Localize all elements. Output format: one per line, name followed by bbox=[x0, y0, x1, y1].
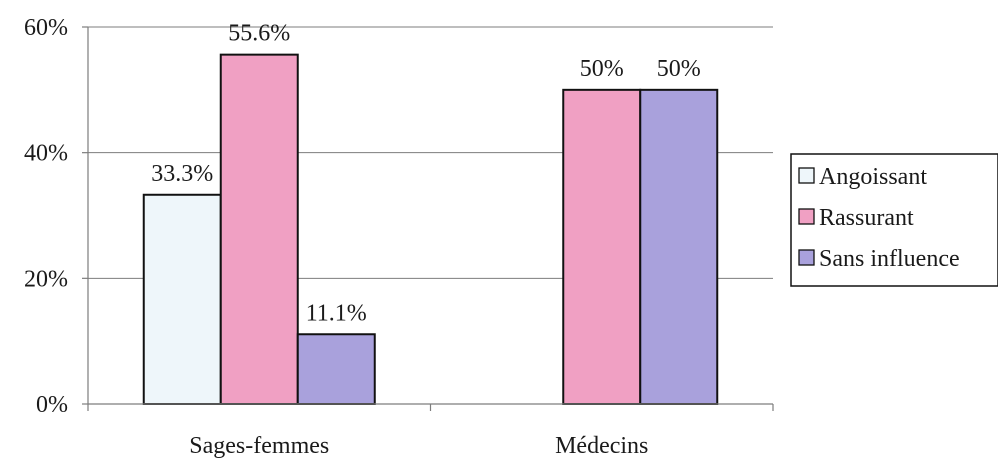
bar bbox=[562, 88, 642, 405]
data-label: 55.6% bbox=[228, 21, 290, 47]
y-tick-label: 0% bbox=[36, 392, 68, 418]
data-label: 50% bbox=[657, 56, 701, 82]
legend-swatch bbox=[798, 208, 815, 225]
category-label: Médecins bbox=[555, 433, 648, 459]
legend-swatch bbox=[798, 249, 815, 266]
category-label: Sages-femmes bbox=[189, 433, 329, 459]
legend-label: Sans influence bbox=[819, 246, 960, 272]
data-label: 50% bbox=[580, 56, 624, 82]
y-tick-label: 20% bbox=[24, 266, 68, 292]
legend-swatch bbox=[798, 167, 815, 184]
bar bbox=[219, 53, 299, 405]
data-label: 11.1% bbox=[306, 300, 367, 326]
bars bbox=[142, 53, 719, 406]
bar bbox=[639, 88, 719, 405]
legend-label: Angoissant bbox=[819, 164, 927, 190]
legend: Angoissant Rassurant Sans influence bbox=[790, 153, 998, 287]
labels: 0% 20% 40% 60% 33.3% 55.6% 11.1% Sages-femmes 50… bbox=[24, 15, 701, 459]
bar bbox=[142, 193, 222, 405]
data-label: 33.3% bbox=[151, 161, 213, 187]
bar bbox=[296, 333, 376, 406]
y-tick-label: 60% bbox=[24, 15, 68, 41]
legend-label: Rassurant bbox=[819, 205, 914, 231]
y-tick-label: 40% bbox=[24, 141, 68, 167]
legend-box bbox=[790, 153, 998, 287]
axes bbox=[82, 26, 774, 411]
